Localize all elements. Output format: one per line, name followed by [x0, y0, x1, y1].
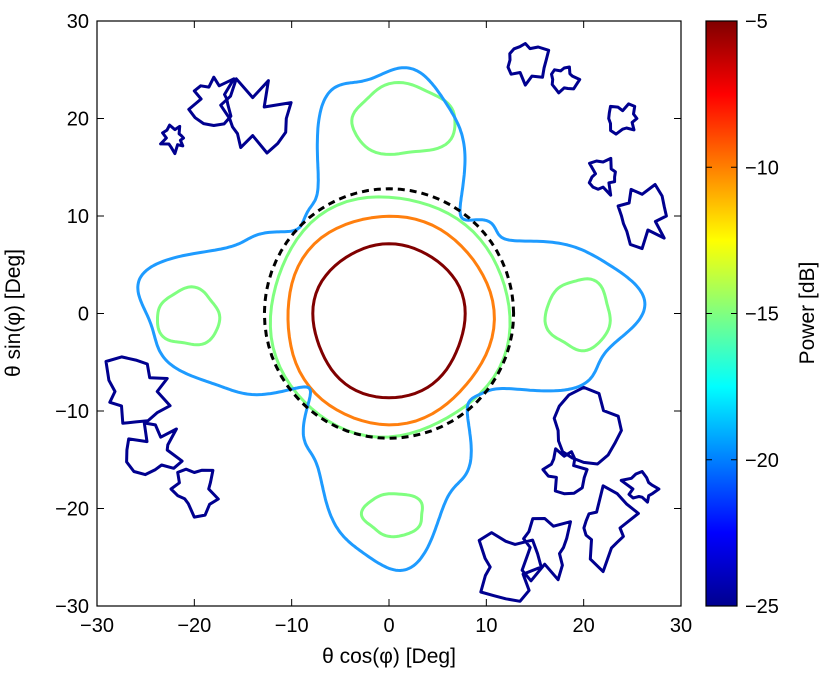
contour-sidelobe-minus15 [156, 285, 222, 347]
colorbar-tick-label: −20 [745, 450, 779, 472]
y-tick-label: 20 [67, 109, 89, 131]
y-tick-label: 0 [78, 304, 89, 326]
contour-sidelobe-minus15 [359, 492, 424, 539]
x-tick-label: 0 [383, 615, 394, 637]
plot-background [97, 21, 681, 606]
colorbar-tick-label: −25 [745, 596, 779, 618]
y-tick-label: 10 [67, 206, 89, 228]
y-tick-label: −10 [55, 401, 89, 423]
y-tick-label: −20 [55, 499, 89, 521]
y-axis: −30 −20 −10 0 10 20 30 [55, 11, 681, 618]
colorbar-ticks: −5 −10 −15 −20 −25 [706, 11, 779, 618]
x-tick-label: 20 [573, 615, 595, 637]
colorbar: −5 −10 −15 −20 −25 Power [dB] [705, 11, 819, 618]
x-axis: −30 −20 −10 0 10 20 30 [80, 21, 692, 637]
x-axis-label: θ cos(φ) [Deg] [322, 645, 456, 668]
plot-area [96, 20, 682, 607]
contour-noise-islands-minus25 [104, 42, 668, 603]
contour-main-lobe-minus15 [268, 195, 512, 439]
y-axis-label: θ sin(φ) [Deg] [2, 249, 25, 377]
x-tick-label: −30 [80, 615, 114, 637]
x-tick-label: −10 [275, 615, 309, 637]
x-tick-label: 30 [670, 615, 692, 637]
contour-lines [104, 42, 668, 603]
y-tick-label: −30 [55, 596, 89, 618]
colorbar-tick-label: −10 [745, 157, 779, 179]
contour-circle-reference [262, 187, 516, 440]
colorbar-label: Power [dB] [796, 262, 819, 365]
x-tick-label: 10 [475, 615, 497, 637]
x-tick-label: −20 [177, 615, 211, 637]
contour-sidelobe-minus15 [543, 277, 612, 353]
colorbar-tick-label: −15 [745, 304, 779, 326]
contour-sidelobe-minus15 [350, 81, 457, 156]
contour-main-lobe-minus8 [286, 214, 496, 427]
contour-cross-pattern-minus20 [136, 66, 647, 572]
y-tick-label: 30 [67, 11, 89, 33]
colorbar-tick-label: −5 [745, 11, 768, 33]
contour-main-lobe-minus5 [311, 242, 467, 400]
